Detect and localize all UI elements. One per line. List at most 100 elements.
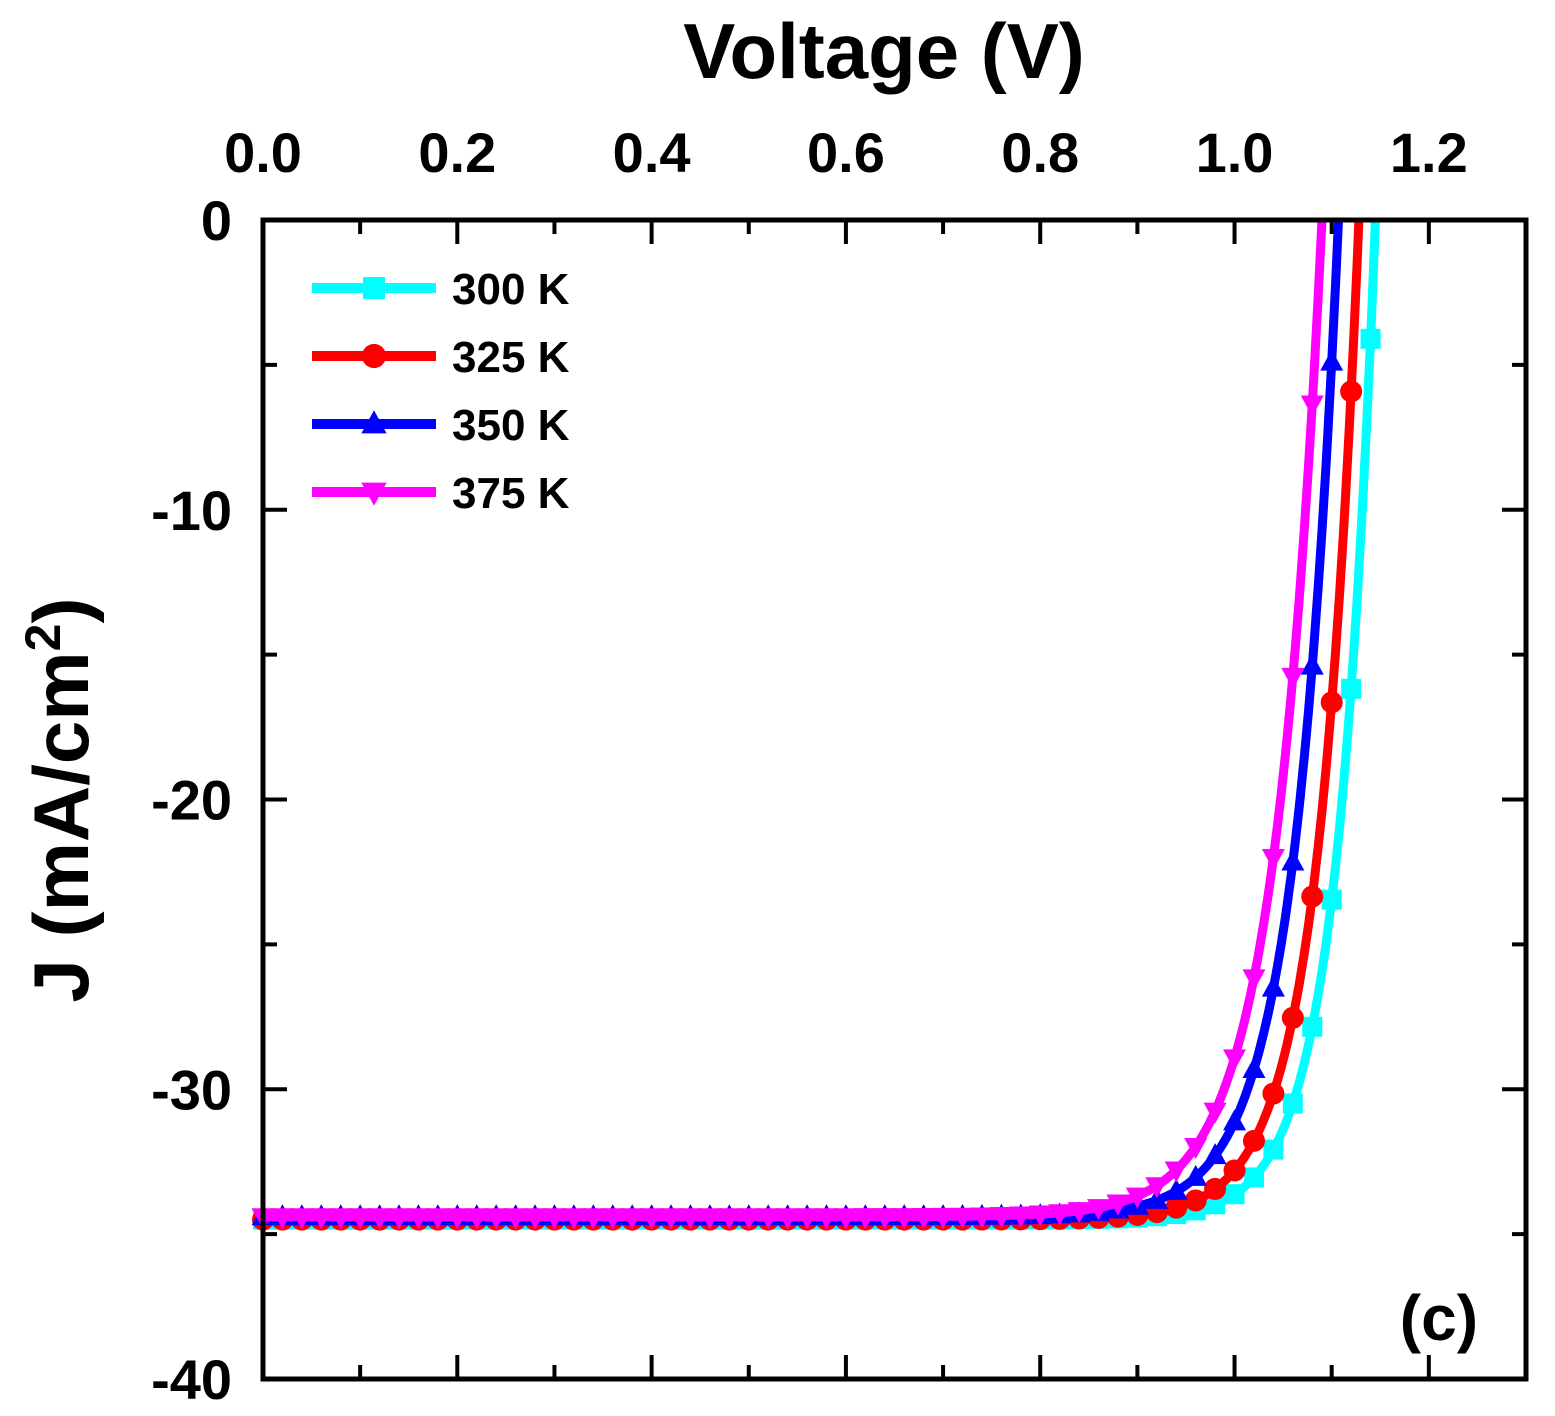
data-point (1087, 1199, 1111, 1221)
data-point (1282, 1093, 1303, 1114)
data-point (1184, 1189, 1207, 1212)
data-point (834, 1208, 858, 1230)
data-point (1125, 1187, 1149, 1209)
y-tick-label: -10 (151, 479, 232, 542)
legend-marker (361, 410, 387, 434)
series-375-k (251, 219, 1327, 1230)
data-point (1067, 1202, 1091, 1224)
data-point (1320, 349, 1344, 371)
data-point (620, 1208, 644, 1230)
data-point (1261, 848, 1285, 870)
data-point (814, 1208, 838, 1230)
data-point (989, 1207, 1013, 1229)
data-point (1184, 1138, 1208, 1160)
legend-label: 375 K (452, 469, 570, 518)
data-point (465, 1208, 489, 1230)
data-point (1243, 1167, 1264, 1188)
data-point (445, 1208, 469, 1230)
x-ticks: 0.0 0.2 0.4 0.6 0.8 1.0 1.2 (224, 121, 1528, 1379)
data-point (1300, 653, 1324, 675)
y-tick-label: 0 (201, 189, 232, 252)
data-point (1262, 1082, 1285, 1105)
data-point (290, 1208, 314, 1230)
data-point (1302, 1016, 1323, 1037)
data-point (1048, 1204, 1072, 1226)
series-350-k (251, 219, 1344, 1226)
data-point (1224, 1184, 1245, 1205)
data-point (873, 1208, 897, 1230)
data-point (640, 1208, 664, 1230)
data-point (1301, 885, 1324, 908)
legend-label: 325 K (452, 333, 570, 382)
data-point (1340, 380, 1363, 403)
y-axis-title-superscript: 2 (15, 624, 71, 652)
data-point (504, 1208, 528, 1230)
data-point (1281, 667, 1305, 689)
x-tick-label: 0.8 (1001, 121, 1079, 184)
data-point (1320, 691, 1343, 714)
data-point (698, 1208, 722, 1230)
y-axis-title: J (mA/cm2) (15, 598, 105, 1003)
legend-label: 350 K (452, 401, 570, 450)
data-point (1223, 1109, 1247, 1131)
x-axis-title: Voltage (V) (683, 7, 1085, 95)
x-tick-label: 0.4 (613, 121, 691, 184)
data-point (1223, 1159, 1246, 1182)
data-point (1203, 1143, 1227, 1165)
legend-marker (363, 277, 385, 299)
y-axis-title-main: J (mA/cm (17, 651, 105, 1002)
data-point (484, 1208, 508, 1230)
data-point (1242, 1129, 1265, 1152)
data-point (1009, 1206, 1033, 1228)
data-point (1165, 1196, 1188, 1219)
data-point (678, 1208, 702, 1230)
data-point (368, 1208, 392, 1230)
series-line (260, 219, 1364, 1225)
data-point (1145, 1187, 1169, 1209)
data-point (1263, 1139, 1284, 1160)
data-point (348, 1208, 372, 1230)
data-point (601, 1208, 625, 1230)
data-point (581, 1208, 605, 1230)
data-point (329, 1208, 353, 1230)
data-point (309, 1208, 333, 1230)
x-tick-label: 1.0 (1196, 121, 1274, 184)
data-point (1203, 1102, 1227, 1124)
data-point (951, 1207, 975, 1229)
x-tick-label: 0.0 (224, 121, 302, 184)
data-point (1242, 969, 1266, 991)
data-point (1341, 678, 1362, 699)
series-line (260, 219, 1343, 1222)
data-point (853, 1208, 877, 1230)
data-point (912, 1208, 936, 1230)
y-ticks: 0 -10 -20 -30 -40 (151, 189, 1526, 1411)
data-point (1321, 889, 1342, 910)
data-point (756, 1208, 780, 1230)
data-point (1106, 1194, 1130, 1216)
data-point (717, 1208, 741, 1230)
data-point (1205, 1194, 1226, 1215)
data-point (1360, 328, 1381, 349)
data-point (1164, 1178, 1188, 1200)
data-point (270, 1208, 294, 1230)
data-point (562, 1208, 586, 1230)
data-point (1300, 395, 1324, 417)
data-point (737, 1208, 761, 1230)
legend: 300 K 325 K 350 K 375 K (312, 265, 570, 518)
data-point (1204, 1177, 1227, 1200)
panel-label: (c) (1400, 1282, 1478, 1354)
data-point (542, 1208, 566, 1230)
series-group (251, 219, 1381, 1231)
data-point (1242, 1056, 1266, 1078)
legend-label: 300 K (452, 265, 570, 314)
data-point (1028, 1205, 1052, 1227)
series-line (260, 219, 1327, 1222)
plot-frame (260, 217, 1529, 1382)
data-point (659, 1208, 683, 1230)
data-point (406, 1208, 430, 1230)
data-point (1164, 1161, 1188, 1183)
data-point (426, 1208, 450, 1230)
legend-marker (361, 343, 387, 369)
y-tick-label: -30 (151, 1058, 232, 1121)
